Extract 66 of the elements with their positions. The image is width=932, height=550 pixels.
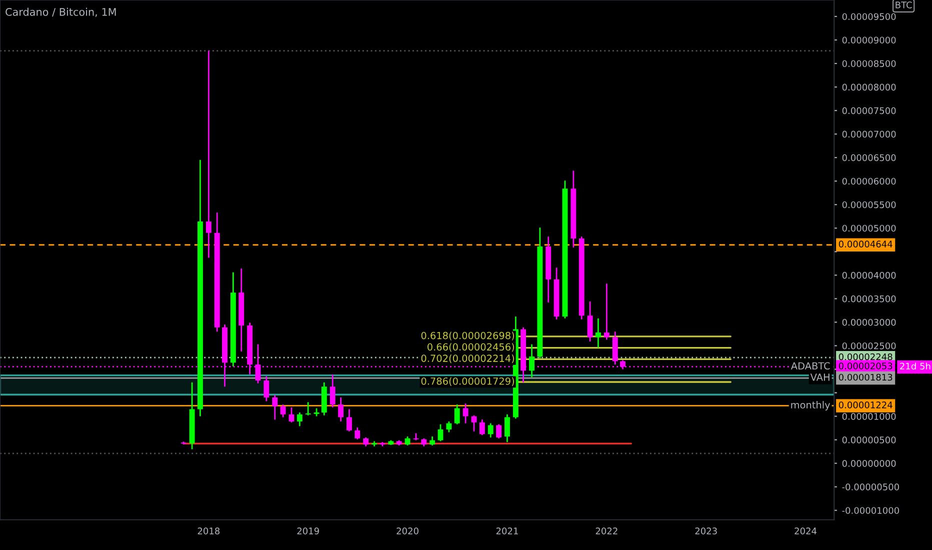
candlestick bbox=[305, 401, 311, 416]
candlestick bbox=[346, 408, 352, 432]
y-tick-label: 0.00006500 bbox=[842, 154, 896, 162]
candlestick bbox=[446, 420, 452, 433]
ref-line-label: 0.00001813 bbox=[838, 374, 892, 381]
y-tick-label: 0.00004000 bbox=[842, 272, 896, 279]
ref-line-label: 0.00002248 bbox=[838, 353, 892, 360]
y-tick-label: 0.00008500 bbox=[842, 60, 896, 68]
candlestick bbox=[206, 50, 212, 258]
candlestick bbox=[596, 318, 601, 348]
candlestick bbox=[529, 344, 534, 378]
candlestick bbox=[272, 394, 278, 420]
candlestick bbox=[612, 330, 618, 366]
y-tick-label: 0.00007500 bbox=[842, 107, 896, 114]
candlestick bbox=[587, 300, 593, 342]
series-label: 0.618(0.00002698) bbox=[421, 332, 514, 340]
candlestick bbox=[354, 426, 360, 440]
y-tick-label: 0.00005000 bbox=[842, 224, 896, 232]
annotation: VAH bbox=[810, 374, 830, 381]
candlestick bbox=[338, 396, 344, 422]
y-tick-label: 0.00007000 bbox=[842, 130, 896, 138]
y-tick-label: 0.00003000 bbox=[842, 318, 896, 326]
candlestick bbox=[479, 418, 485, 436]
y-tick-label: 0.00002500 bbox=[842, 342, 896, 350]
candlestick bbox=[288, 406, 294, 424]
ref-line-label: 0.00004644 bbox=[838, 240, 892, 248]
y-tick-label: 0.00000500 bbox=[842, 436, 896, 444]
annotation: monthly bbox=[791, 401, 830, 410]
candlestick bbox=[454, 404, 460, 425]
annotation: ADABTC bbox=[790, 362, 830, 370]
x-tick-label: 2023 bbox=[695, 528, 717, 534]
y-tick-label: 0.00005500 bbox=[842, 201, 896, 208]
y-tick-label: 0.00003500 bbox=[842, 295, 896, 302]
candlestick bbox=[471, 414, 477, 432]
text: Cardano / Bitcoin, 1M bbox=[6, 8, 116, 17]
y-tick-label: 0.00006000 bbox=[842, 178, 896, 185]
candlestick bbox=[296, 412, 302, 427]
candlestick bbox=[462, 402, 468, 424]
candlestick bbox=[330, 374, 336, 408]
y-tick-label: 0.00009000 bbox=[842, 36, 896, 44]
series-label: 0.66(0.00002456) bbox=[428, 343, 514, 352]
y-tick-label: -0.00001000 bbox=[842, 507, 899, 514]
candlestick bbox=[496, 424, 502, 440]
y-tick-label: 0.00009500 bbox=[842, 13, 896, 20]
ref-line-label: 0.00001224 bbox=[838, 402, 892, 408]
x-tick-label: 2020 bbox=[396, 528, 418, 534]
series-label: 0.702(0.00002214) bbox=[421, 354, 514, 364]
x-tick-label: 2019 bbox=[297, 528, 319, 534]
candlestick bbox=[280, 404, 286, 418]
x-tick-label: 2022 bbox=[596, 528, 618, 534]
candlestick bbox=[264, 376, 270, 402]
candlestick bbox=[504, 414, 510, 443]
candlestick bbox=[438, 424, 444, 442]
candlestick bbox=[488, 422, 494, 438]
y-tick-label: 0.00008000 bbox=[842, 84, 896, 91]
ref-line-label: 0.00002053 bbox=[838, 362, 892, 370]
candlestick bbox=[604, 282, 610, 340]
x-tick-label: 2024 bbox=[794, 528, 817, 534]
series-label: 0.786(0.00001729) bbox=[421, 377, 514, 386]
y-tick-label: 0.00000000 bbox=[842, 460, 896, 467]
y-tick-label: -0.00000500 bbox=[842, 484, 899, 490]
text: 21d 5h bbox=[900, 362, 930, 370]
y-tick-label: 0.00001000 bbox=[842, 413, 896, 420]
y-axis-title: BTC bbox=[896, 2, 912, 8]
x-tick-label: 2018 bbox=[198, 528, 220, 534]
x-tick-label: 2021 bbox=[496, 528, 518, 534]
